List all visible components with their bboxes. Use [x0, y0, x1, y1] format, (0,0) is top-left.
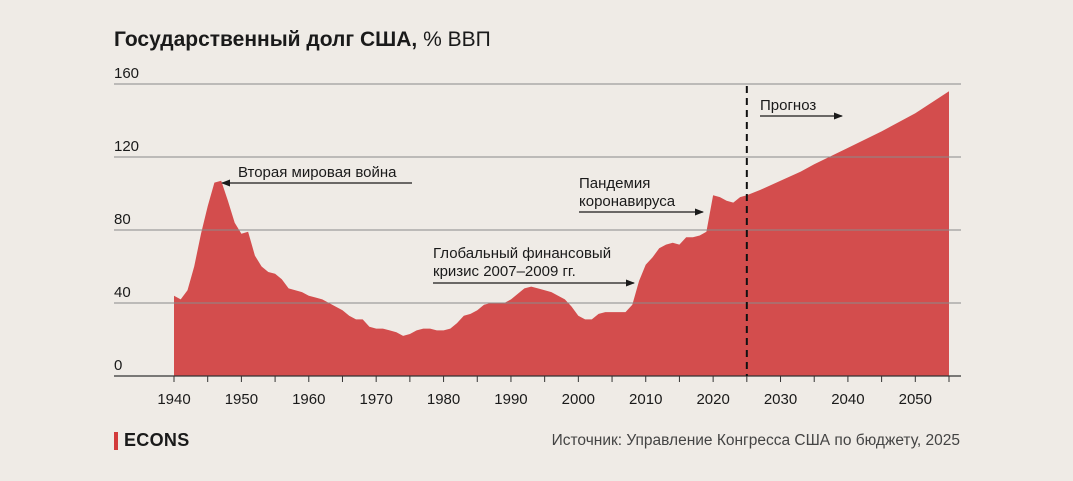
- x-tick-label-2030: 2030: [764, 391, 797, 408]
- annotation-pandemic-line1: Пандемия: [579, 175, 650, 192]
- x-tick-label-2050: 2050: [899, 391, 932, 408]
- source-note: Источник: Управление Конгресса США по бю…: [551, 432, 960, 449]
- x-tick-label-2040: 2040: [831, 391, 864, 408]
- logo-text: ECONS: [124, 430, 190, 450]
- x-tick-label-2010: 2010: [629, 391, 662, 408]
- annotation-crisis-line1: Глобальный финансовый: [433, 245, 611, 262]
- annotation-ww2: Вторая мировая война: [238, 164, 397, 181]
- x-tick-label-1980: 1980: [427, 391, 460, 408]
- econs-logo: ECONS: [114, 430, 190, 451]
- y-tick-label-80: 80: [114, 211, 131, 228]
- y-tick-label-0: 0: [114, 357, 122, 374]
- chart-title: Государственный долг США, % ВВП: [114, 28, 491, 52]
- annotation-pandemic-line2: коронавируса: [579, 193, 676, 210]
- chart-title-main: Государственный долг США,: [114, 28, 418, 51]
- x-tick-label-1950: 1950: [225, 391, 258, 408]
- x-tick-label-2000: 2000: [562, 391, 595, 408]
- annotation-forecast: Прогноз: [760, 97, 816, 114]
- y-tick-label-160: 160: [114, 65, 139, 82]
- x-tick-label-1970: 1970: [359, 391, 392, 408]
- chart-title-unit: % ВВП: [423, 28, 491, 51]
- annotation-crisis-line2: кризис 2007–2009 гг.: [433, 263, 576, 280]
- y-tick-label-40: 40: [114, 284, 131, 301]
- x-tick-label-2020: 2020: [696, 391, 729, 408]
- x-tick-label-1960: 1960: [292, 391, 325, 408]
- y-tick-label-120: 120: [114, 138, 139, 155]
- x-tick-label-1940: 1940: [157, 391, 190, 408]
- x-tick-label-1990: 1990: [494, 391, 527, 408]
- debt-area-series: [174, 91, 949, 377]
- logo-accent-bar: [114, 431, 118, 450]
